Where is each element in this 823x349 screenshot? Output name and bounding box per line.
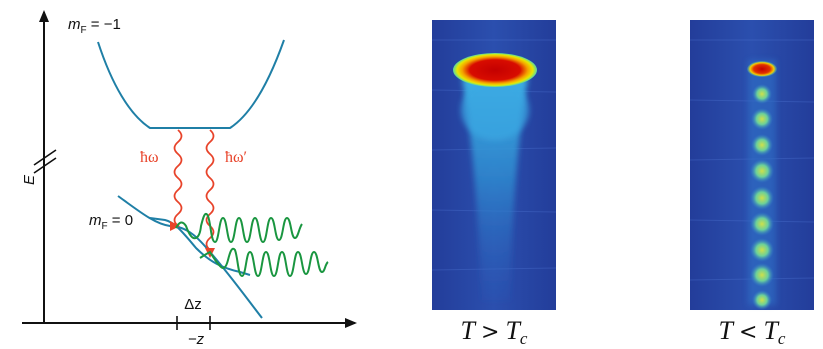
position-axis-label: −z (188, 331, 205, 348)
absorption-image-below-tc: T < Tc (690, 20, 814, 348)
condensate-icon (747, 61, 777, 77)
lower-state-label: mF = 0 (89, 212, 133, 232)
delta-z-label: Δz (184, 296, 202, 313)
upper-potential-curve (98, 40, 284, 128)
photon-1-arrow (175, 130, 182, 226)
photon-1-label: ħω (140, 149, 159, 166)
thermal-cloud-icon (453, 53, 537, 87)
photon-2-label: ħω′ (225, 149, 247, 166)
matter-wave-1 (176, 214, 302, 242)
caption-above-tc: T > Tc (461, 316, 528, 348)
energy-axis-label: E (21, 174, 38, 185)
energy-diagram: E Δz −z mF = −1 mF = 0 ħω ħω′ (21, 12, 355, 348)
caption-below-tc: T < Tc (719, 316, 786, 348)
upper-state-label: mF = −1 (68, 16, 121, 36)
absorption-image-above-tc: T > Tc (432, 20, 556, 348)
atom-laser-spots (750, 84, 774, 310)
